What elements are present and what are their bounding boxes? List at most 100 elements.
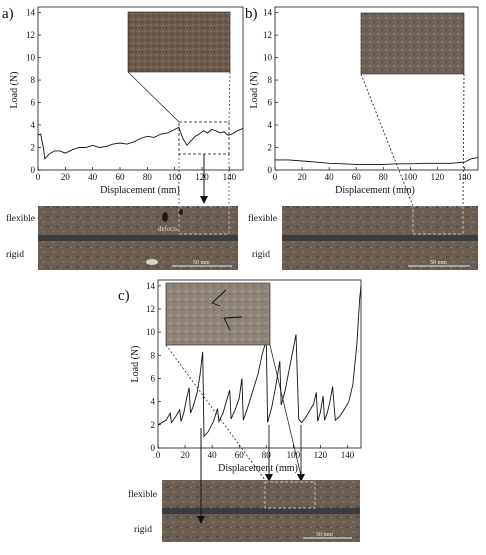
panel-c-arrow-3-head <box>197 516 205 524</box>
panel-a-defect-spot <box>162 212 168 222</box>
panel-c-label: c) <box>118 288 130 304</box>
panel-c-label-flexible: flexible <box>128 489 157 500</box>
panel-c-arrow-2-head <box>297 474 305 482</box>
panel-a-xlabel: Displacement (mm) <box>100 185 180 196</box>
panel-a-scale-text: 50 mm <box>193 260 210 266</box>
panel-a-ylabel: Load (N) <box>9 72 20 109</box>
panel-a-label-rigid: rigid <box>6 250 24 260</box>
y-tick-label: 10 <box>146 327 156 337</box>
panel-a-defect-spot <box>179 209 183 215</box>
panel-c-label-rigid: rigid <box>134 525 152 535</box>
panel-a: a) 0 20 40 60 80 100 120 140 0 2 4 6 8 10 12 14 Load (N… <box>2 6 244 270</box>
panel-b-label-rigid: rigid <box>252 250 270 260</box>
panel-b-inset-micrograph <box>360 12 465 75</box>
panel-c-plot-frame <box>157 279 362 449</box>
panel-b-zoom-line-right <box>462 73 465 207</box>
panel-c-axes: 0 20 40 60 80 100 120 140 0 2 4 6 8 10 12 14 <box>146 281 355 460</box>
panel-c-scale-text: 50 mm <box>316 532 333 538</box>
y-tick-label: 4 <box>151 397 156 407</box>
panel-b-label: b) <box>245 6 258 22</box>
x-tick-label: 60 <box>235 450 245 460</box>
panel-a-zoom-line-right <box>228 71 231 123</box>
x-tick-label: 60 <box>116 172 126 182</box>
panel-b-plot-frame <box>274 6 479 171</box>
panel-c-inset-arrow <box>223 316 243 331</box>
panel-b-xlabel: Displacement (mm) <box>335 185 415 196</box>
panel-a-zoom-line-left <box>127 71 180 123</box>
panel-b-scale-text: 50 mm <box>430 260 447 266</box>
y-tick-label: 8 <box>31 75 36 85</box>
y-tick-label: 14 <box>263 8 273 18</box>
y-tick-label: 2 <box>31 143 36 153</box>
x-tick-label: 80 <box>143 172 153 182</box>
y-tick-label: 10 <box>263 53 273 63</box>
panel-b-strip-zoom-box <box>412 205 464 235</box>
panel-c-interface <box>162 508 360 514</box>
panel-a-load-curve <box>37 126 244 160</box>
panel-c-arrow-1-head <box>265 474 273 482</box>
x-tick-label: 80 <box>262 450 272 460</box>
panel-c-inset-micrograph <box>165 282 271 346</box>
y-tick-label: 8 <box>268 75 273 85</box>
x-tick-label: 80 <box>379 172 389 182</box>
x-tick-label: 40 <box>88 172 98 182</box>
x-tick-label: 140 <box>341 450 355 460</box>
x-tick-label: 20 <box>181 450 191 460</box>
x-tick-label: 140 <box>223 172 237 182</box>
panel-a-plot-frame <box>37 6 244 171</box>
panel-c-xlabel: Displacement (mm) <box>218 463 298 474</box>
x-tick-label: 20 <box>61 172 71 182</box>
y-tick-label: 4 <box>268 120 273 130</box>
y-tick-label: 10 <box>26 53 36 63</box>
y-tick-label: 0 <box>31 165 36 175</box>
x-tick-label: 0 <box>156 450 161 460</box>
panel-c-inset-arrow <box>211 289 227 307</box>
y-tick-label: 14 <box>146 281 156 291</box>
panel-b-axes: 0 20 40 60 80 100 120 140 0 2 4 6 8 10 12 14 <box>263 8 472 182</box>
y-tick-label: 2 <box>268 143 273 153</box>
x-tick-label: 40 <box>325 172 335 182</box>
panel-c: c) 0 20 40 60 80 100 120 140 0 2 4 6 8 10 12 14 Load (N… <box>118 279 362 542</box>
y-tick-label: 2 <box>151 420 156 430</box>
x-tick-label: 140 <box>458 172 472 182</box>
panel-a-strip-zoom-box <box>178 205 230 235</box>
x-tick-label: 40 <box>208 450 218 460</box>
x-tick-label: 100 <box>404 172 418 182</box>
panel-c-strip-zoom-box <box>264 481 316 509</box>
y-tick-label: 8 <box>151 350 156 360</box>
x-tick-label: 100 <box>287 450 301 460</box>
y-tick-label: 4 <box>31 120 36 130</box>
y-tick-label: 6 <box>31 98 36 108</box>
panel-b-load-curve <box>275 157 479 165</box>
panel-c-load-curve <box>157 285 362 438</box>
x-tick-label: 0 <box>36 172 41 182</box>
x-tick-label: 120 <box>195 172 209 182</box>
y-tick-label: 12 <box>146 304 155 314</box>
y-tick-label: 0 <box>151 443 156 453</box>
panel-b-interface <box>282 235 478 241</box>
x-tick-label: 60 <box>352 172 362 182</box>
panel-a-axes: 0 20 40 60 80 100 120 140 0 2 4 6 8 10 12 14 <box>26 8 237 182</box>
x-tick-label: 120 <box>431 172 445 182</box>
x-tick-label: 20 <box>298 172 308 182</box>
y-tick-label: 12 <box>263 30 272 40</box>
panel-b-label-flexible: flexible <box>248 213 277 224</box>
y-tick-label: 12 <box>26 30 35 40</box>
panel-a-defects-annotation: defects <box>158 225 178 233</box>
panel-a-interface <box>38 235 238 241</box>
panel-c-ylabel: Load (N) <box>130 346 141 383</box>
panel-a-defect-spot <box>146 259 158 265</box>
x-tick-label: 120 <box>314 450 328 460</box>
x-tick-label: 100 <box>168 172 182 182</box>
panel-a-label: a) <box>2 6 14 22</box>
panel-c-zoom-line-right <box>269 344 303 481</box>
panel-a-arrow-head <box>200 196 208 204</box>
y-tick-label: 6 <box>268 98 273 108</box>
x-tick-label: 0 <box>273 172 278 182</box>
panel-b: b) 0 20 40 60 80 100 120 140 0 2 4 6 8 10 12 14 Load (N… <box>245 6 479 270</box>
panel-a-label-flexible: flexible <box>6 213 35 224</box>
y-tick-label: 6 <box>151 373 156 383</box>
y-tick-label: 0 <box>268 165 273 175</box>
panel-b-ylabel: Load (N) <box>249 72 260 109</box>
